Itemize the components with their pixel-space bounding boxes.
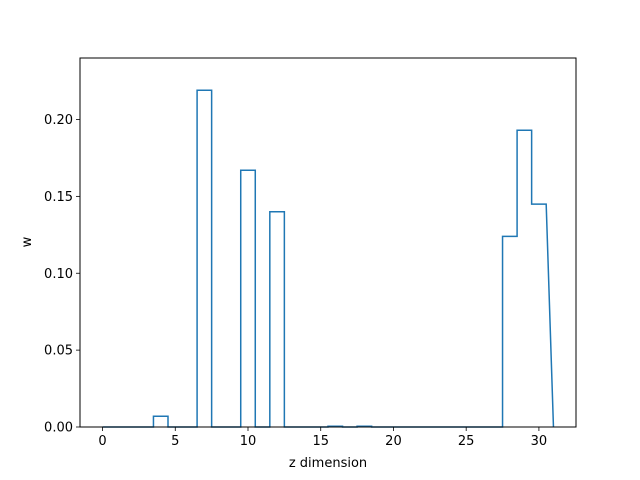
y-tick-label: 0.20 <box>44 113 73 128</box>
x-tick-label: 25 <box>458 434 475 449</box>
x-axis: 0 5 10 15 20 25 30 <box>98 427 547 449</box>
y-axis-label: w <box>20 236 35 247</box>
y-axis: 0.00 0.05 0.10 0.15 0.20 <box>44 113 80 436</box>
x-tick-label: 30 <box>531 434 548 449</box>
y-tick-label: 0.15 <box>44 190 73 205</box>
plot-frame <box>79 57 577 428</box>
y-tick-label: 0.00 <box>44 421 73 436</box>
plot-background <box>80 58 576 427</box>
x-tick-label: 15 <box>312 434 329 449</box>
x-tick-label: 0 <box>98 434 106 449</box>
x-tick-label: 5 <box>171 434 179 449</box>
x-tick-label: 20 <box>385 434 402 449</box>
x-axis-label: z dimension <box>289 456 367 471</box>
x-tick-label: 10 <box>240 434 257 449</box>
y-tick-label: 0.10 <box>44 267 73 282</box>
y-tick-label: 0.05 <box>44 344 73 359</box>
